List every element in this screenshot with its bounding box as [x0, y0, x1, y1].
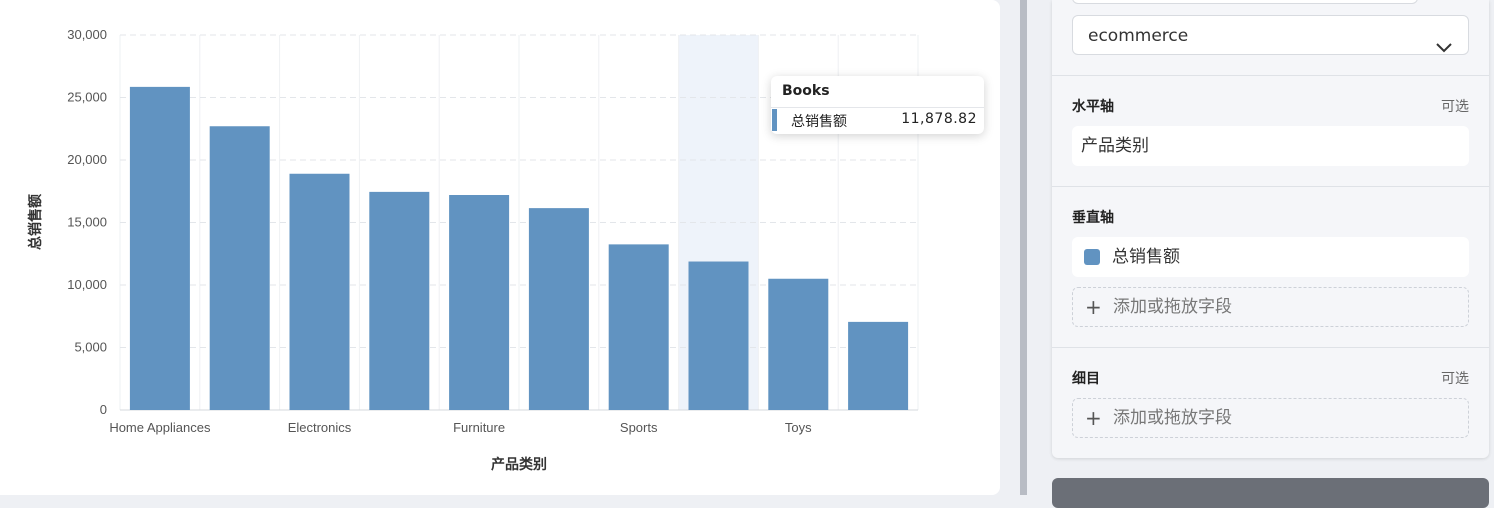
chart-panel: 0 5,000 10,000 15,000 20,000 25,000 30,000 Home…: [0, 0, 1000, 495]
dataset-select-value: ecommerce: [1088, 26, 1189, 46]
x-axis-title: 产品类别: [491, 456, 547, 473]
apply-button[interactable]: [1052, 478, 1489, 508]
detail-add-field[interactable]: + 添加或拖放字段: [1072, 398, 1469, 438]
x-tick-label: Furniture: [453, 420, 505, 435]
bar: [688, 261, 749, 410]
tooltip-value: 11,878.82: [901, 111, 977, 127]
bar: [129, 86, 190, 410]
panel-splitter[interactable]: [1020, 0, 1027, 495]
horizontal-axis-optional: 可选: [1441, 99, 1469, 115]
y-tick-label: 5,000: [74, 340, 107, 355]
detail-optional: 可选: [1441, 371, 1469, 387]
tooltip-title: Books: [782, 83, 830, 99]
y-axis-title: 总销售额: [27, 194, 44, 250]
y-tick-label: 20,000: [67, 152, 107, 167]
y-tick-label: 15,000: [67, 215, 107, 230]
vertical-axis-field[interactable]: 总销售额: [1072, 237, 1469, 277]
section-divider: [1052, 347, 1489, 348]
section-divider: [1052, 186, 1489, 187]
x-tick-label: Home Appliances: [109, 420, 211, 435]
series-color-swatch: [1084, 249, 1100, 265]
bar: [369, 191, 430, 410]
x-tick-label: Sports: [620, 420, 658, 435]
plus-icon: +: [1085, 295, 1102, 319]
y-tick-label: 0: [100, 402, 107, 417]
y-tick-label: 25,000: [67, 90, 107, 105]
plus-icon: +: [1085, 406, 1102, 430]
tooltip-series-swatch: [772, 109, 777, 131]
bar: [848, 321, 909, 410]
add-field-label: 添加或拖放字段: [1113, 297, 1232, 317]
vertical-axis-field-label: 总销售额: [1112, 247, 1180, 267]
y-tick-label: 10,000: [67, 277, 107, 292]
bar-chart: 0 5,000 10,000 15,000 20,000 25,000 30,000 Home…: [27, 27, 919, 473]
y-tick-label: 30,000: [67, 27, 107, 42]
section-divider: [1052, 75, 1489, 76]
dataset-select[interactable]: ecommerce: [1072, 15, 1469, 55]
vertical-axis-label: 垂直轴: [1072, 210, 1114, 226]
chevron-down-icon: [1436, 28, 1452, 68]
horizontal-axis-field[interactable]: 产品类别: [1072, 126, 1469, 166]
bar: [449, 195, 510, 410]
horizontal-axis-label: 水平轴: [1072, 99, 1114, 115]
detail-label: 细目: [1072, 371, 1100, 387]
bar: [528, 208, 589, 410]
bar: [768, 278, 829, 410]
x-tick-label: Toys: [785, 420, 812, 435]
vertical-axis-add-field[interactable]: + 添加或拖放字段: [1072, 287, 1469, 327]
config-panel: ecommerce 水平轴 可选 产品类别 垂直轴 总销售额 + 添加或拖放字段…: [1052, 0, 1489, 458]
tooltip-series-name: 总销售额: [791, 114, 847, 130]
add-field-label: 添加或拖放字段: [1113, 408, 1232, 428]
bar: [209, 126, 270, 410]
x-tick-label: Electronics: [288, 420, 352, 435]
horizontal-axis-field-label: 产品类别: [1081, 136, 1149, 156]
top-input[interactable]: [1072, 0, 1418, 4]
bar: [608, 244, 669, 410]
tooltip-divider: [771, 107, 984, 108]
bar: [289, 173, 350, 410]
chart-tooltip: Books 总销售额 11,878.82: [771, 76, 984, 134]
